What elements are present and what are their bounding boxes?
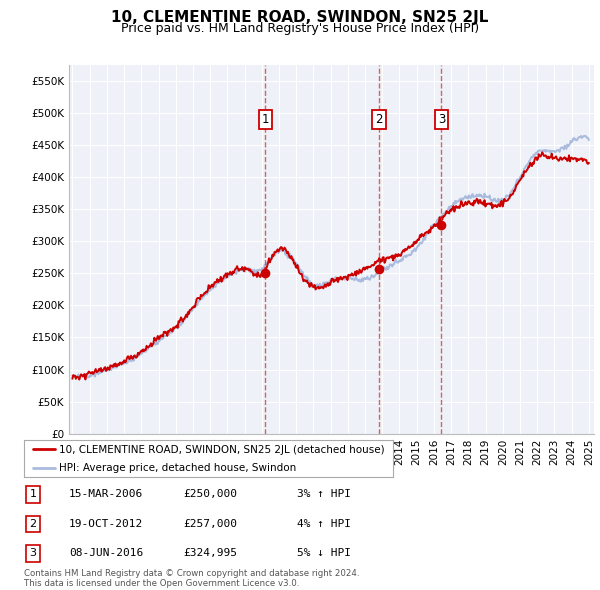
Text: 1: 1: [262, 113, 269, 126]
Text: 3% ↑ HPI: 3% ↑ HPI: [297, 490, 351, 499]
Text: HPI: Average price, detached house, Swindon: HPI: Average price, detached house, Swin…: [59, 463, 296, 473]
Text: 3: 3: [29, 549, 37, 558]
Text: Contains HM Land Registry data © Crown copyright and database right 2024.
This d: Contains HM Land Registry data © Crown c…: [24, 569, 359, 588]
Text: 4% ↑ HPI: 4% ↑ HPI: [297, 519, 351, 529]
Text: £250,000: £250,000: [183, 490, 237, 499]
Text: £324,995: £324,995: [183, 549, 237, 558]
Text: £257,000: £257,000: [183, 519, 237, 529]
Text: 10, CLEMENTINE ROAD, SWINDON, SN25 2JL (detached house): 10, CLEMENTINE ROAD, SWINDON, SN25 2JL (…: [59, 445, 385, 455]
Text: 08-JUN-2016: 08-JUN-2016: [69, 549, 143, 558]
Text: 3: 3: [438, 113, 445, 126]
Text: 19-OCT-2012: 19-OCT-2012: [69, 519, 143, 529]
Text: 15-MAR-2006: 15-MAR-2006: [69, 490, 143, 499]
Text: 2: 2: [375, 113, 383, 126]
Text: 1: 1: [29, 490, 37, 499]
Text: 2: 2: [29, 519, 37, 529]
Text: 5% ↓ HPI: 5% ↓ HPI: [297, 549, 351, 558]
Text: 10, CLEMENTINE ROAD, SWINDON, SN25 2JL: 10, CLEMENTINE ROAD, SWINDON, SN25 2JL: [112, 10, 488, 25]
Text: Price paid vs. HM Land Registry's House Price Index (HPI): Price paid vs. HM Land Registry's House …: [121, 22, 479, 35]
